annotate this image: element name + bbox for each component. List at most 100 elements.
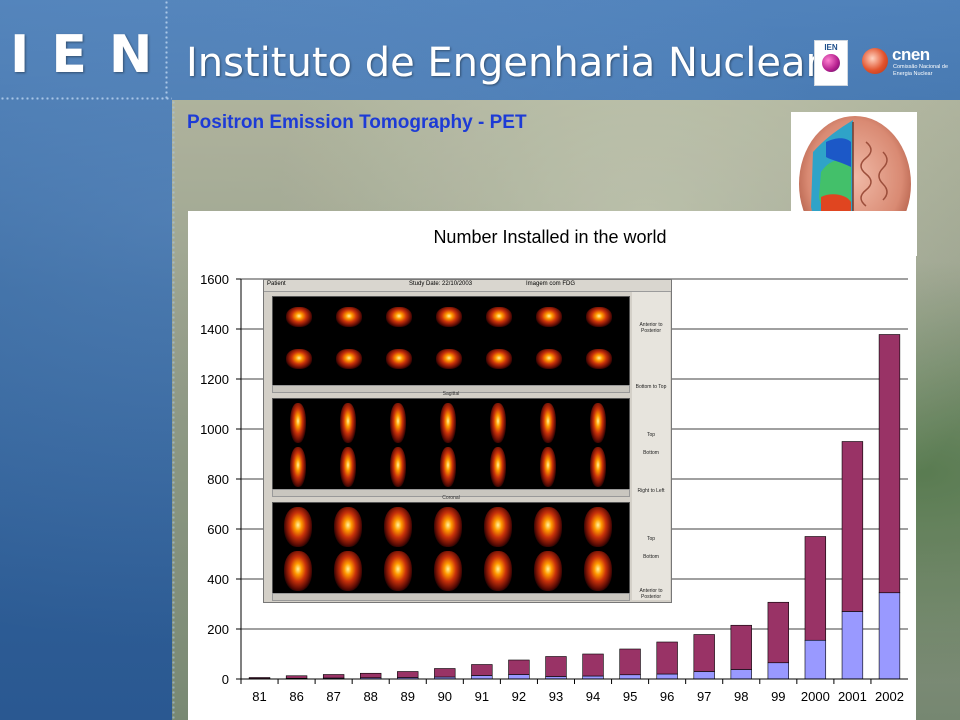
pet-side-label: Bottom bbox=[643, 450, 659, 456]
pet-slice-image bbox=[586, 307, 612, 327]
pet-side-label: Anterior to Posterior bbox=[639, 322, 663, 334]
y-tick-label: 0 bbox=[222, 672, 229, 687]
pet-slice-image bbox=[290, 447, 306, 487]
dotted-divider-vertical-lower bbox=[172, 100, 175, 720]
bar-segment-series-1 bbox=[804, 536, 827, 641]
pet-slice-image bbox=[484, 551, 512, 591]
pet-scrollbar-2[interactable] bbox=[272, 489, 630, 497]
pet-slice-image bbox=[384, 551, 412, 591]
y-tick-label: 1000 bbox=[200, 422, 229, 437]
cnen-mark-icon bbox=[862, 48, 888, 74]
bar-segment-series-1 bbox=[248, 677, 271, 679]
ien-logo: IEN bbox=[10, 25, 175, 85]
bar-segment-series-1 bbox=[619, 648, 641, 676]
pet-slice-image bbox=[486, 307, 512, 327]
pet-side-label: Bottom to Top bbox=[635, 384, 667, 390]
ien-small-logo: IEN bbox=[814, 40, 848, 86]
bar-segment-series-0 bbox=[693, 671, 715, 680]
pet-slice-image bbox=[390, 447, 406, 487]
bar-segment-series-0 bbox=[656, 673, 678, 680]
x-tick-label: 81 bbox=[252, 689, 266, 704]
pet-slice-image bbox=[386, 307, 412, 327]
x-tick-label: 98 bbox=[734, 689, 748, 704]
pet-study-desc: Imagem com FDG bbox=[526, 281, 576, 287]
pet-slice-image bbox=[490, 403, 506, 443]
pet-slice-image bbox=[334, 551, 362, 591]
bar-segment-series-1 bbox=[471, 664, 493, 676]
pet-slice-image bbox=[336, 307, 362, 327]
pet-slice-image bbox=[536, 307, 562, 327]
bar-segment-series-0 bbox=[878, 592, 901, 680]
x-tick-label: 97 bbox=[697, 689, 711, 704]
bar-segment-series-0 bbox=[767, 662, 789, 680]
pet-slice-image bbox=[534, 551, 562, 591]
pet-slice-image bbox=[386, 349, 412, 369]
bar-segment-series-1 bbox=[545, 656, 567, 677]
pet-slice-image bbox=[584, 551, 612, 591]
bar-segment-series-1 bbox=[397, 671, 419, 678]
bar-segment-series-1 bbox=[508, 659, 530, 675]
cnen-logo-name: cnen bbox=[892, 45, 930, 64]
pet-slice-image bbox=[584, 507, 612, 547]
x-tick-label: 89 bbox=[401, 689, 415, 704]
y-tick-label: 1600 bbox=[200, 272, 229, 287]
x-tick-label: 2000 bbox=[801, 689, 830, 704]
pet-slice-image bbox=[536, 349, 562, 369]
pet-slice-image bbox=[434, 507, 462, 547]
bar-segment-series-1 bbox=[322, 674, 345, 679]
pet-slice-image bbox=[384, 507, 412, 547]
x-tick-label: 90 bbox=[438, 689, 452, 704]
pet-slice-image bbox=[586, 349, 612, 369]
slide-title: Positron Emission Tomography - PET bbox=[187, 112, 527, 133]
pet-slice-image bbox=[436, 307, 462, 327]
pet-transaxial-row bbox=[272, 296, 630, 386]
y-tick-label: 600 bbox=[207, 522, 229, 537]
pet-side-label: Anterior to Posterior bbox=[639, 588, 663, 600]
pet-side-label: Top bbox=[646, 432, 656, 438]
y-tick-label: 1400 bbox=[200, 322, 229, 337]
pet-coronal-label: Coronal bbox=[442, 495, 460, 501]
bar-segment-series-1 bbox=[841, 441, 864, 612]
pet-slice-image bbox=[440, 447, 456, 487]
x-tick-label: 91 bbox=[475, 689, 489, 704]
y-tick-label: 200 bbox=[207, 622, 229, 637]
y-tick-label: 400 bbox=[207, 572, 229, 587]
pet-scan-screenshot: Patient Study Date: 22/10/2003 Imagem co… bbox=[263, 279, 672, 603]
pet-slice-image bbox=[340, 403, 356, 443]
pet-slice-image bbox=[340, 447, 356, 487]
bar-segment-series-1 bbox=[878, 334, 901, 594]
chart-title: Number Installed in the world bbox=[433, 227, 666, 247]
x-tick-label: 92 bbox=[512, 689, 526, 704]
bar-segment-series-1 bbox=[360, 672, 382, 679]
pet-scrollbar-1[interactable] bbox=[272, 385, 630, 393]
dotted-divider-vertical bbox=[165, 0, 168, 100]
cnen-logo-subtitle: Comissão Nacional de Energia Nuclear bbox=[893, 64, 949, 77]
pet-side-label: Top bbox=[646, 536, 656, 542]
bar-segment-series-1 bbox=[767, 601, 789, 664]
bar-segment-series-1 bbox=[656, 641, 678, 675]
bar-segment-series-0 bbox=[841, 611, 864, 680]
pet-side-panel: Anterior to Posterior Bottom to Top Top … bbox=[632, 292, 670, 600]
pet-slice-image bbox=[334, 507, 362, 547]
pet-header-bar: Patient Study Date: 22/10/2003 Imagem co… bbox=[264, 280, 671, 292]
pet-slice-image bbox=[540, 447, 556, 487]
pet-coronal-row: Coronal bbox=[272, 495, 630, 594]
x-tick-label: 93 bbox=[549, 689, 563, 704]
pet-slice-image bbox=[286, 349, 312, 369]
x-tick-label: 94 bbox=[586, 689, 600, 704]
atom-icon bbox=[822, 54, 840, 72]
bar-segment-series-0 bbox=[471, 675, 493, 680]
bar-segment-series-1 bbox=[434, 668, 456, 678]
bar-segment-series-1 bbox=[582, 653, 604, 677]
x-tick-label: 95 bbox=[623, 689, 637, 704]
x-tick-label: 96 bbox=[660, 689, 674, 704]
pet-slice-image bbox=[590, 403, 606, 443]
pet-slice-image bbox=[490, 447, 506, 487]
y-tick-label: 1200 bbox=[200, 372, 229, 387]
bar-segment-series-0 bbox=[804, 639, 827, 680]
pet-scrollbar-3[interactable] bbox=[272, 593, 630, 601]
pet-slice-image bbox=[336, 349, 362, 369]
bar-segment-series-1 bbox=[730, 624, 752, 670]
y-tick-label: 800 bbox=[207, 472, 229, 487]
